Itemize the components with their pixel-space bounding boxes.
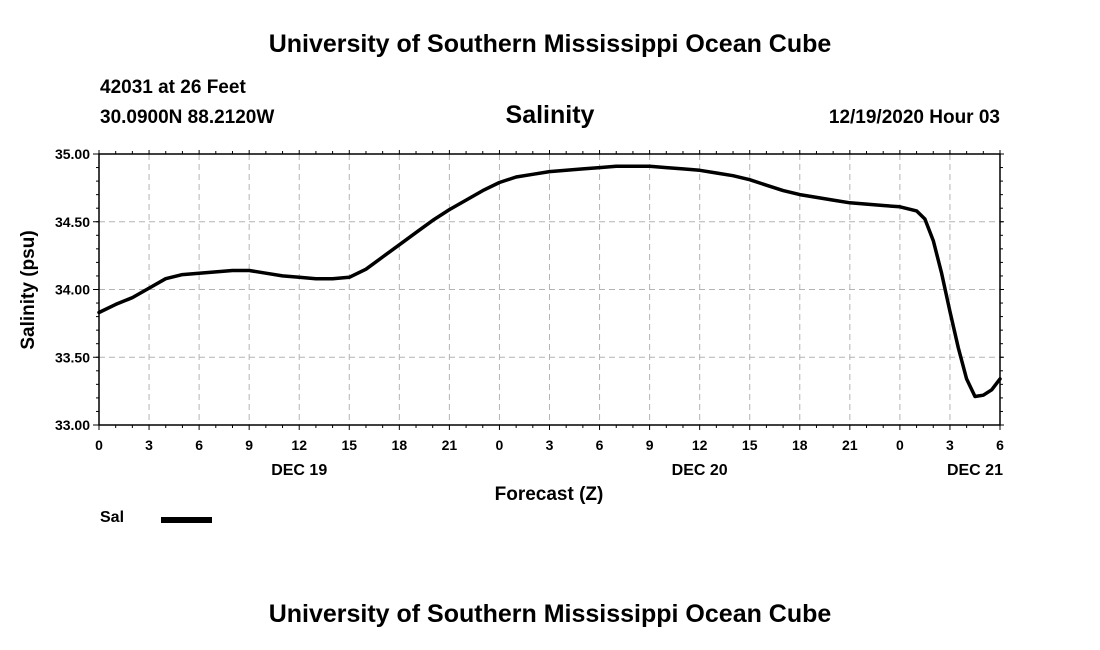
y-tick-label: 34.50: [55, 214, 90, 230]
footer-title: University of Southern Mississippi Ocean…: [268, 600, 832, 628]
series-layer: [97, 164, 1002, 399]
date-label: DEC 20: [672, 462, 728, 479]
coordinates-label: 30.0900N 88.2120W: [100, 107, 275, 128]
timestamp-label: 12/19/2020 Hour 03: [828, 107, 1000, 128]
x-tick-label: 15: [341, 437, 357, 453]
x-tick-label: 21: [842, 437, 858, 453]
x-tick-label: 9: [245, 437, 253, 453]
y-tick-label: 34.00: [55, 282, 90, 298]
x-tick-label: 0: [896, 437, 904, 453]
chart-title: Salinity: [505, 101, 595, 129]
y-tick-label: 35.00: [55, 146, 90, 162]
station-label: 42031 at 26 Feet: [100, 77, 246, 98]
y-tick-label: 33.50: [55, 349, 90, 365]
x-tick-label: 12: [291, 437, 307, 453]
x-tick-label: 0: [95, 437, 103, 453]
date-label: DEC 21: [947, 462, 1003, 479]
x-tick-label: 18: [792, 437, 808, 453]
x-tick-label: 0: [496, 437, 504, 453]
x-axis-title: Forecast (Z): [495, 484, 604, 505]
y-tick-labels: 33.00 33.50 34.00 34.50 35.00: [55, 146, 90, 433]
x-tick-label: 18: [392, 437, 408, 453]
grid-lines: [99, 154, 1000, 425]
plot-frame: [98, 153, 1001, 426]
date-labels: DEC 19 DEC 20 DEC 21: [271, 462, 1003, 479]
x-tick-label: 21: [442, 437, 458, 453]
y-axis-title: Salinity (psu): [18, 230, 39, 349]
x-tick-label: 3: [946, 437, 954, 453]
legend-swatch: [161, 517, 212, 523]
x-tick-label: 15: [742, 437, 758, 453]
x-tick-labels: 0 3 6 9 12 15 18 21 0 3 6 9 12 15 18 21 0 3 6: [95, 437, 1004, 453]
header-title: University of Southern Mississippi Ocean…: [268, 30, 832, 58]
x-tick-label: 6: [996, 437, 1004, 453]
legend-label: Sal: [100, 509, 125, 526]
y-tick-label: 33.00: [55, 417, 90, 433]
x-tick-label: 3: [145, 437, 153, 453]
series-line-sal: [97, 164, 1002, 399]
x-tick-label: 12: [692, 437, 708, 453]
x-tick-label: 6: [195, 437, 203, 453]
x-tick-label: 3: [546, 437, 554, 453]
date-label: DEC 19: [271, 462, 327, 479]
x-tick-label: 9: [646, 437, 654, 453]
x-tick-label: 6: [596, 437, 604, 453]
